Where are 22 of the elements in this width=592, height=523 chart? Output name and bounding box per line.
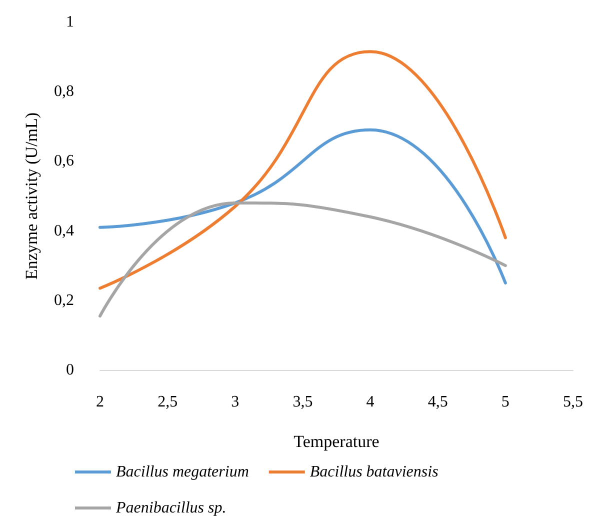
y-tick-label: 0 [66,362,74,378]
y-tick-label: 1 [66,14,74,30]
legend-label: Paenibacillus sp. [115,500,226,516]
line-series [98,201,507,318]
line-series [98,128,507,284]
legend-label: Bacillus bataviensis [310,464,438,480]
y-tick-label: 0,8 [54,83,74,100]
y-tick-label: 0,2 [54,292,74,309]
y-tick-label: 0,4 [54,222,74,240]
x-tick-label: 5,5 [563,394,583,410]
legend-label: Bacillus megaterium [116,464,249,480]
y-axis-title: Enzyme activity (U/mL) [22,112,41,280]
x-tick-label: 3,5 [292,394,313,410]
x-tick-label: 5 [501,394,510,410]
x-tick-label: 2 [96,394,104,410]
line-series [98,50,507,290]
y-tick-label: 0,6 [54,152,74,170]
x-tick-label: 3 [231,394,240,410]
x-axis-title: Temperature [294,432,380,451]
x-tick-label: 2,5 [158,394,178,410]
x-tick-label: 4,5 [428,394,448,410]
x-tick-label: 4 [366,394,374,410]
